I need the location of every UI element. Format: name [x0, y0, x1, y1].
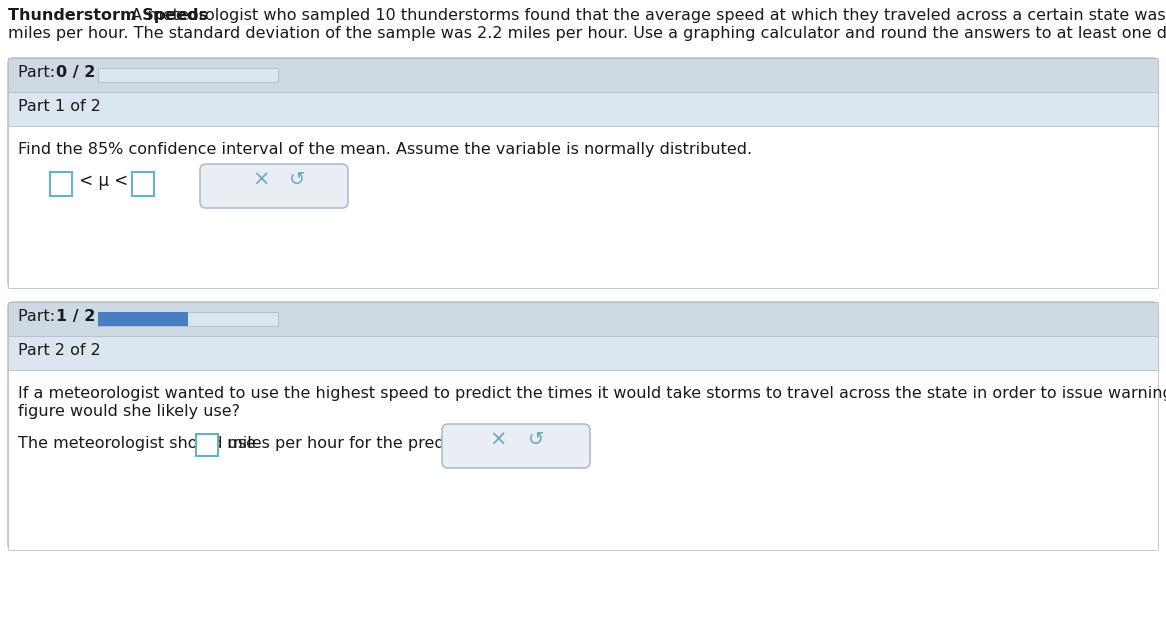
Text: The meteorologist should use: The meteorologist should use [17, 436, 257, 451]
Text: Part 1 of 2: Part 1 of 2 [17, 99, 101, 114]
Text: 0 / 2: 0 / 2 [56, 65, 96, 80]
Text: Part:: Part: [17, 309, 61, 324]
Text: miles per hour for the prediction.: miles per hour for the prediction. [222, 436, 493, 451]
Bar [132, 172, 154, 196]
Bar [8, 302, 1158, 336]
Text: ↺: ↺ [289, 170, 305, 189]
Text: Part 2 of 2: Part 2 of 2 [17, 343, 100, 358]
Bar [50, 172, 72, 196]
FancyBboxPatch shape [8, 58, 1158, 288]
Bar [98, 68, 278, 82]
Bar [196, 434, 218, 456]
Text: miles per hour. The standard deviation of the sample was 2.2 miles per hour. Use: miles per hour. The standard deviation o… [8, 26, 1166, 41]
Bar [8, 336, 1158, 370]
Text: Part:: Part: [17, 65, 61, 80]
FancyBboxPatch shape [442, 424, 590, 468]
FancyBboxPatch shape [201, 164, 347, 208]
FancyBboxPatch shape [8, 302, 1158, 550]
Text: figure would she likely use?: figure would she likely use? [17, 404, 240, 419]
Text: 1 / 2: 1 / 2 [56, 309, 96, 324]
Text: A meteorologist who sampled 10 thunderstorms found that the average speed at whi: A meteorologist who sampled 10 thunderst… [126, 8, 1166, 23]
Bar [98, 312, 278, 326]
Text: < μ <: < μ < [73, 172, 133, 190]
Text: If a meteorologist wanted to use the highest speed to predict the times it would: If a meteorologist wanted to use the hig… [17, 386, 1166, 401]
Text: ×: × [490, 430, 507, 450]
Text: ×: × [252, 170, 269, 190]
Bar [8, 126, 1158, 288]
Bar [8, 58, 1158, 92]
Bar [8, 370, 1158, 550]
Text: ↺: ↺ [528, 430, 545, 449]
Bar [98, 312, 188, 326]
Bar [8, 92, 1158, 126]
Text: Thunderstorm Speeds: Thunderstorm Speeds [8, 8, 208, 23]
Text: Find the 85% confidence interval of the mean. Assume the variable is normally di: Find the 85% confidence interval of the … [17, 142, 752, 157]
